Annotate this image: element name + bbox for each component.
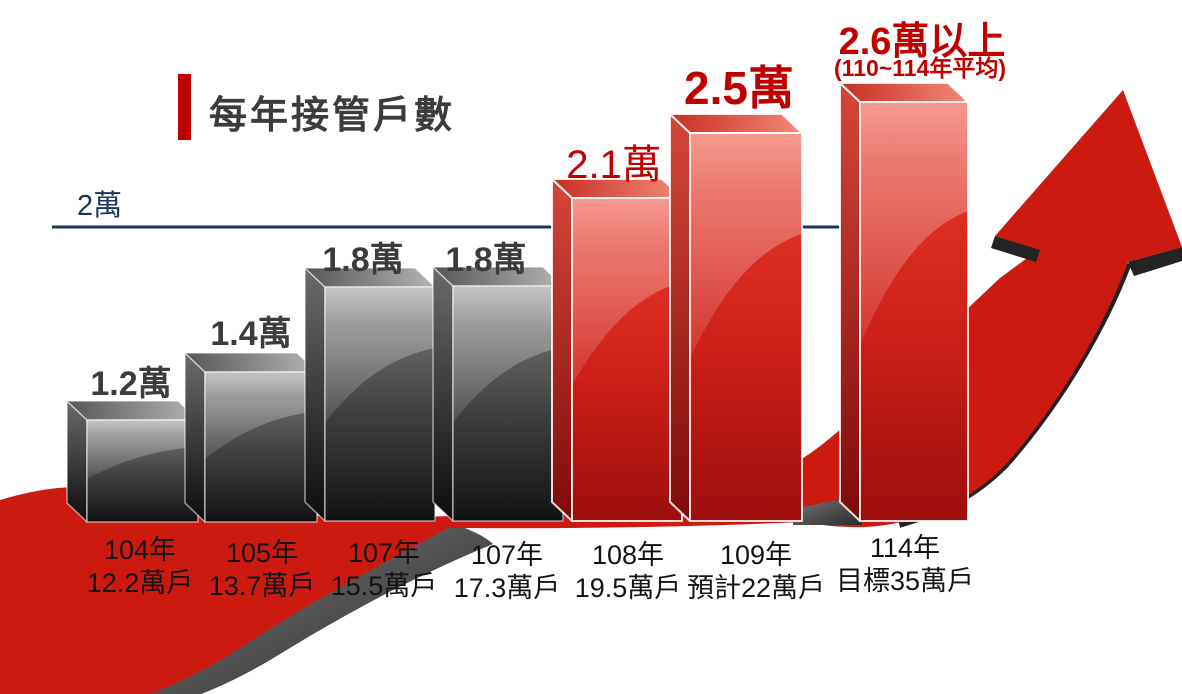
bar-value-sublabel-114: (110~114年平均) bbox=[834, 55, 1006, 81]
bars-layer bbox=[66, 82, 969, 523]
axis-label-105: 105年 13.7萬戶 bbox=[209, 537, 316, 603]
axis-label-104: 104年 12.2萬戶 bbox=[87, 534, 194, 600]
bar-3d-107年 bbox=[432, 266, 564, 522]
bar-gloss bbox=[860, 102, 968, 346]
bar-value-label-114: 2.6萬以上 bbox=[838, 21, 1006, 63]
bar-3d-104年 bbox=[66, 400, 199, 523]
axis-label-year: 109年 bbox=[719, 540, 793, 570]
bar-3d-107年 bbox=[304, 267, 436, 522]
bar-gloss bbox=[87, 420, 198, 480]
arrowhead-right-barb-underside bbox=[1128, 247, 1182, 276]
bar-value-label-107b: 1.8萬 bbox=[445, 241, 527, 279]
bar-left-face bbox=[432, 266, 454, 522]
bar-left-face bbox=[66, 400, 88, 523]
axis-label-year: 108年 bbox=[591, 540, 665, 570]
bar-value-label-105: 1.4萬 bbox=[210, 315, 292, 353]
axis-label-total: 19.5萬戶 bbox=[574, 573, 682, 603]
axis-label-year: 104年 bbox=[103, 535, 177, 565]
bar-left-face bbox=[551, 178, 573, 522]
bar-3d-114年 bbox=[839, 82, 969, 522]
axis-label-total: 17.3萬戶 bbox=[453, 573, 561, 603]
title-accent-bar bbox=[178, 74, 191, 140]
bar-top-face bbox=[184, 352, 318, 373]
axis-label-year: 114年 bbox=[869, 533, 941, 563]
bar-value-label-107a: 1.8萬 bbox=[322, 241, 404, 279]
axis-label-total: 預計22萬戶 bbox=[686, 573, 826, 603]
threshold-label: 2萬 bbox=[77, 190, 123, 222]
bar-gloss bbox=[572, 198, 682, 386]
swoosh-arrow bbox=[0, 90, 1182, 694]
axis-label-107b: 107年 17.3萬戶 bbox=[454, 539, 561, 605]
bar-gloss bbox=[205, 372, 317, 459]
arrowhead-left-barb-underside bbox=[991, 236, 1040, 262]
bar-value-label-109: 2.5萬 bbox=[684, 62, 794, 114]
axis-label-114: 114年 目標35萬戶 bbox=[836, 532, 974, 598]
bar-left-face bbox=[304, 267, 326, 522]
axis-label-107a: 107年 15.5萬戶 bbox=[331, 537, 438, 603]
bar-3d-108年 bbox=[551, 178, 683, 522]
bar-left-face bbox=[669, 113, 691, 522]
bar-top-face bbox=[839, 82, 969, 103]
axis-label-total: 12.2萬戶 bbox=[86, 568, 194, 598]
bar-gloss bbox=[453, 286, 563, 423]
bar-3d-109年 bbox=[669, 113, 803, 522]
axis-label-year: 105年 bbox=[225, 538, 299, 568]
page-title: 每年接管戶數 bbox=[209, 95, 456, 137]
axis-label-109: 109年 預計22萬戶 bbox=[687, 539, 825, 605]
bar-value-label-108: 2.1萬 bbox=[566, 143, 662, 187]
axis-label-total: 13.7萬戶 bbox=[208, 571, 316, 601]
axis-label-total: 15.5萬戶 bbox=[330, 571, 438, 601]
axis-label-year: 107年 bbox=[470, 540, 544, 570]
bar-left-face bbox=[184, 352, 206, 523]
axis-label-year: 107年 bbox=[347, 538, 421, 568]
bar-gloss bbox=[690, 133, 802, 359]
axis-label-total: 目標35萬戶 bbox=[835, 566, 975, 596]
bar-value-label-104: 1.2萬 bbox=[90, 365, 172, 403]
bar-gloss bbox=[325, 287, 435, 423]
axis-label-108: 108年 19.5萬戶 bbox=[575, 539, 682, 605]
bar-left-face bbox=[839, 82, 861, 522]
chart-title-block: 每年接管戶數 bbox=[178, 74, 455, 140]
bar-3d-105年 bbox=[184, 352, 318, 523]
